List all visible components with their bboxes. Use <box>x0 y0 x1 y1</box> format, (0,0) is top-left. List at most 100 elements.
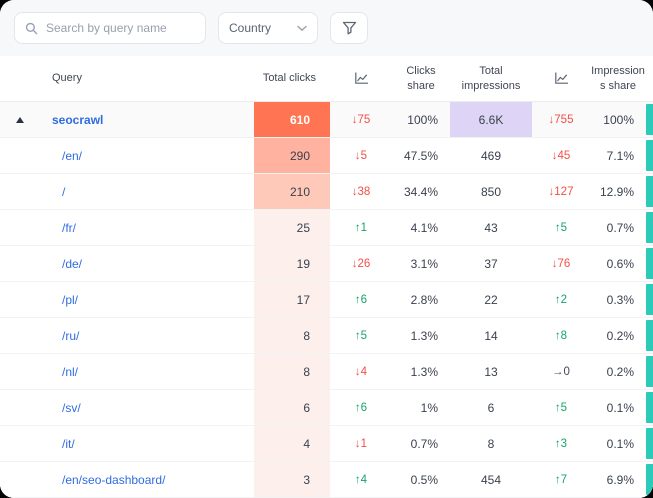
header-impressions-share[interactable]: Impressions share <box>591 65 645 92</box>
expand-cell <box>0 174 40 209</box>
table-row: seocrawl 610 ↓75 100% 6.6K ↓755 100% <box>0 102 653 138</box>
total-clicks-cell: 8 <box>254 318 330 353</box>
row-stripe-cell <box>646 354 653 389</box>
query-link[interactable]: /en/seo-dashboard/ <box>62 472 166 487</box>
clicks-change-cell: ↑5 <box>354 329 368 342</box>
expand-cell <box>0 390 40 425</box>
total-clicks-cell: 290 <box>254 138 330 173</box>
country-select[interactable]: Country <box>218 12 318 44</box>
total-clicks-cell: 8 <box>254 354 330 389</box>
funnel-icon <box>342 21 357 35</box>
header-total-clicks[interactable]: Total clicks <box>262 72 316 85</box>
expand-cell <box>0 210 40 245</box>
query-link[interactable]: /en/ <box>62 148 83 163</box>
impressions-share-cell: 0.1% <box>606 400 634 415</box>
row-stripe-cell <box>646 462 653 497</box>
query-link[interactable]: /it/ <box>62 436 75 451</box>
header-query[interactable]: Query <box>52 72 82 85</box>
impressions-change-cell: ↑3 <box>554 437 568 450</box>
total-clicks-cell: 4 <box>254 426 330 461</box>
clicks-trend-chart-icon[interactable] <box>330 72 392 85</box>
total-clicks-cell: 210 <box>254 174 330 209</box>
clicks-change-cell: ↑6 <box>354 293 368 306</box>
row-stripe-cell <box>646 246 653 281</box>
total-impressions-cell: 14 <box>484 328 498 343</box>
total-impressions-cell: 8 <box>487 436 495 451</box>
impressions-change-cell: ↑5 <box>554 401 568 414</box>
query-link[interactable]: / <box>62 184 66 199</box>
header-total-impressions[interactable]: Total impressions <box>461 65 521 92</box>
expand-cell <box>0 462 40 497</box>
impressions-change-cell: ↑5 <box>554 221 568 234</box>
impressions-share-cell: 0.6% <box>606 256 634 271</box>
clicks-share-cell: 0.5% <box>410 472 438 487</box>
query-link[interactable]: /nl/ <box>62 364 79 379</box>
row-stripe-cell <box>646 426 653 461</box>
row-stripe-cell <box>646 318 653 353</box>
table-row: /en/seo-dashboard/3 ↑4 0.5% 454 ↑7 6.9% <box>0 462 653 498</box>
impressions-change-cell: →0 <box>552 365 570 378</box>
query-link[interactable]: /fr/ <box>62 220 76 235</box>
total-impressions-cell: 13 <box>484 364 498 379</box>
clicks-change-cell: ↑1 <box>354 221 368 234</box>
total-clicks-cell: 17 <box>254 282 330 317</box>
country-select-label: Country <box>229 21 272 35</box>
table-row: /nl/8 ↓4 1.3% 13 →0 0.2% <box>0 354 653 390</box>
clicks-share-cell: 0.7% <box>410 436 438 451</box>
clicks-share-cell: 1.3% <box>410 328 438 343</box>
query-link[interactable]: /de/ <box>62 256 83 271</box>
total-impressions-cell: 850 <box>480 184 502 199</box>
impressions-share-cell: 0.2% <box>606 328 634 343</box>
impressions-change-cell: ↓45 <box>551 149 571 162</box>
header-clicks-share[interactable]: Clicks share <box>406 65 436 92</box>
impressions-change-cell: ↓76 <box>551 257 571 270</box>
impressions-trend-chart-icon[interactable] <box>532 72 590 85</box>
query-link[interactable]: /pl/ <box>62 292 79 307</box>
row-stripe-cell <box>646 282 653 317</box>
expand-cell <box>0 282 40 317</box>
impressions-share-cell: 12.9% <box>599 184 634 199</box>
search-input[interactable] <box>46 21 195 35</box>
total-clicks-cell: 19 <box>254 246 330 281</box>
clicks-change-cell: ↓5 <box>354 149 368 162</box>
expand-cell <box>0 138 40 173</box>
clicks-change-cell: ↓4 <box>354 365 368 378</box>
impressions-share-bar <box>646 212 653 243</box>
clicks-change-cell: ↓26 <box>351 257 371 270</box>
expand-cell <box>0 102 40 137</box>
search-icon <box>25 22 38 35</box>
impressions-share-cell: 7.1% <box>606 148 634 163</box>
collapse-arrow-icon[interactable] <box>16 116 24 123</box>
table-row: /ru/8 ↑5 1.3% 14 ↑8 0.2% <box>0 318 653 354</box>
impressions-share-bar <box>646 104 653 135</box>
impressions-change-cell: ↓127 <box>548 185 574 198</box>
impressions-share-bar <box>646 392 653 423</box>
clicks-share-cell: 4.1% <box>410 220 438 235</box>
impressions-change-cell: ↑2 <box>554 293 568 306</box>
impressions-share-cell: 100% <box>603 112 634 127</box>
total-clicks-cell: 610 <box>254 102 330 137</box>
clicks-change-cell: ↓75 <box>351 113 371 126</box>
queries-table: Query Total clicks Clicks share Total im… <box>0 56 653 498</box>
total-impressions-cell: 37 <box>484 256 498 271</box>
clicks-share-cell: 1% <box>420 400 438 415</box>
clicks-share-cell: 1.3% <box>410 364 438 379</box>
impressions-share-bar <box>646 140 653 171</box>
table-row: /it/4 ↓1 0.7% 8 ↑3 0.1% <box>0 426 653 462</box>
impressions-change-cell: ↓755 <box>548 113 574 126</box>
table-row: /de/19 ↓26 3.1% 37 ↓76 0.6% <box>0 246 653 282</box>
impressions-share-bar <box>646 464 653 495</box>
query-link[interactable]: /ru/ <box>62 328 80 343</box>
row-stripe-cell <box>646 102 653 137</box>
query-link[interactable]: /sv/ <box>62 400 81 415</box>
filter-button[interactable] <box>330 12 368 44</box>
expand-cell <box>0 426 40 461</box>
row-stripe-cell <box>646 210 653 245</box>
clicks-change-cell: ↓38 <box>351 185 371 198</box>
impressions-share-bar <box>646 428 653 459</box>
clicks-share-cell: 34.4% <box>403 184 438 199</box>
clicks-change-cell: ↑4 <box>354 473 368 486</box>
query-link[interactable]: seocrawl <box>52 112 104 127</box>
table-row: / 210 ↓38 34.4% 850 ↓127 12.9% <box>0 174 653 210</box>
